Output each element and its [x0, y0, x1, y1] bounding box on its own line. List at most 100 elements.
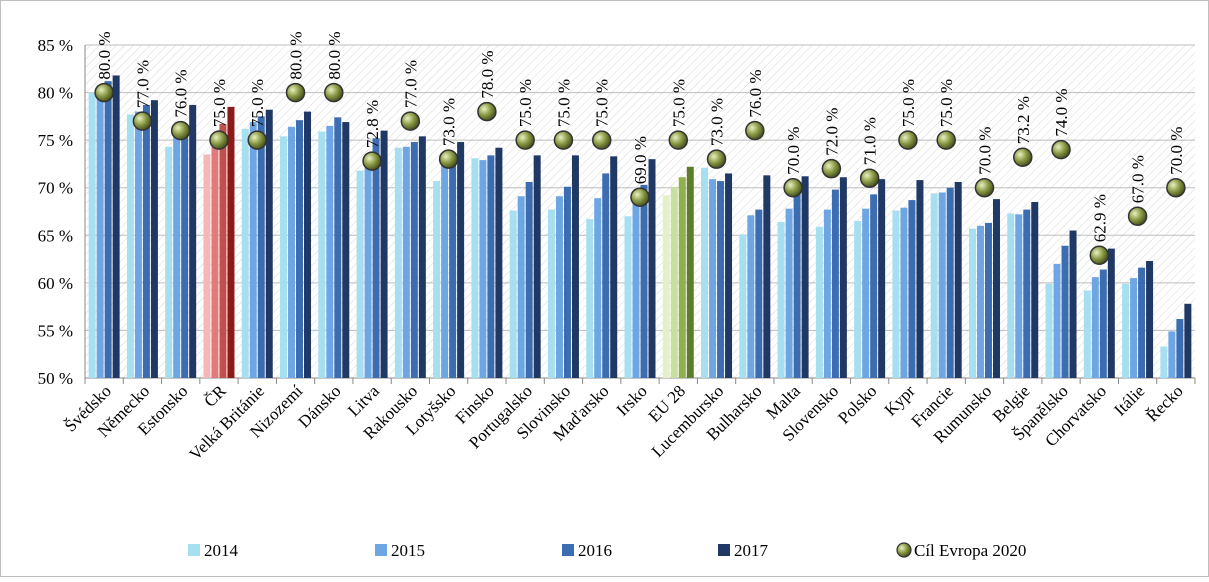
bar — [372, 138, 380, 378]
bar — [126, 114, 134, 378]
bar — [610, 156, 618, 378]
bar — [862, 208, 870, 378]
target-label: 74.0 % — [1052, 88, 1071, 136]
bar — [739, 234, 747, 378]
bar — [449, 157, 457, 378]
bar — [892, 210, 900, 378]
bar — [1015, 214, 1023, 378]
bar — [594, 198, 602, 378]
bar — [1176, 319, 1184, 378]
bar — [992, 199, 1000, 378]
bar — [640, 184, 648, 378]
bar — [211, 142, 219, 378]
bar — [717, 181, 725, 378]
bar — [1138, 267, 1146, 378]
bar — [686, 166, 694, 378]
bar — [1031, 201, 1039, 378]
target-label: 75.0 % — [899, 79, 918, 127]
target-marker — [859, 168, 880, 188]
legend-label: 2016 — [578, 541, 612, 560]
bar — [801, 176, 809, 378]
bar — [763, 175, 771, 378]
bar — [134, 111, 142, 378]
bar — [755, 209, 763, 378]
target-marker — [400, 111, 421, 131]
bar — [1007, 213, 1015, 378]
target-label: 67.0 % — [1129, 155, 1148, 203]
target-label: 75.0 % — [248, 79, 267, 127]
target-label: 72.8 % — [363, 100, 382, 148]
bar — [219, 123, 227, 379]
target-label: 71.0 % — [861, 117, 880, 165]
bar — [227, 106, 235, 378]
bar — [1122, 283, 1130, 378]
target-label: 69.0 % — [631, 136, 650, 184]
x-tick-label: ČR — [200, 381, 230, 411]
bar — [785, 208, 793, 378]
target-label: 80.0 % — [325, 31, 344, 79]
y-tick-label: 80 % — [38, 84, 73, 103]
bar — [364, 156, 372, 378]
target-label: 70.0 % — [784, 127, 803, 175]
bar — [571, 155, 579, 378]
bar — [831, 189, 839, 378]
x-tick-label: Řecko — [1143, 381, 1187, 425]
bar — [203, 154, 211, 378]
y-tick-label: 75 % — [38, 131, 73, 150]
legend-label: Cíl Evropa 2020 — [914, 541, 1026, 560]
target-label: 80.0 % — [95, 31, 114, 79]
bar — [1083, 290, 1091, 378]
target-marker — [706, 149, 727, 169]
x-tick-label: Itálie — [1110, 381, 1148, 419]
bar — [747, 215, 755, 378]
bar — [1091, 277, 1099, 378]
y-tick-label: 65 % — [38, 226, 73, 245]
target-marker — [438, 149, 459, 169]
target-marker — [362, 151, 382, 171]
bar — [854, 221, 862, 378]
bar — [394, 147, 402, 378]
bar — [777, 221, 785, 378]
bar — [968, 228, 976, 378]
legend-label: 2015 — [391, 541, 425, 560]
y-tick-label: 85 % — [38, 36, 73, 55]
bar — [662, 195, 670, 378]
bar — [487, 155, 495, 378]
bar — [547, 209, 555, 378]
legend-swatch — [562, 544, 574, 556]
target-label: 76.0 % — [746, 69, 765, 117]
bar — [1160, 346, 1168, 378]
y-tick-label: 70 % — [38, 179, 73, 198]
bar — [265, 109, 273, 378]
target-marker — [1127, 206, 1148, 227]
bar — [318, 131, 326, 378]
bar — [1107, 248, 1115, 378]
target-label: 70.0 % — [975, 127, 994, 175]
target-label: 73.0 % — [440, 98, 459, 146]
bar — [509, 210, 517, 378]
bar — [479, 160, 487, 378]
target-marker — [630, 187, 650, 207]
target-marker — [170, 120, 191, 141]
bar — [96, 87, 104, 379]
target-marker — [936, 130, 956, 150]
target-marker — [821, 158, 842, 179]
target-marker — [1166, 177, 1186, 198]
bar — [380, 130, 388, 378]
bar — [189, 104, 197, 378]
bar — [916, 180, 924, 378]
bar — [954, 182, 962, 378]
bar — [709, 179, 717, 378]
bar — [142, 104, 150, 378]
bar — [288, 126, 296, 378]
bar — [533, 155, 541, 378]
target-marker — [1089, 245, 1110, 266]
bar — [823, 209, 831, 378]
bar — [1053, 263, 1061, 378]
bar — [104, 81, 112, 378]
bar — [441, 163, 449, 378]
legend-marker — [896, 542, 912, 558]
target-label: 75.0 % — [593, 79, 612, 127]
bar — [976, 225, 984, 378]
y-tick-label: 60 % — [38, 274, 73, 293]
